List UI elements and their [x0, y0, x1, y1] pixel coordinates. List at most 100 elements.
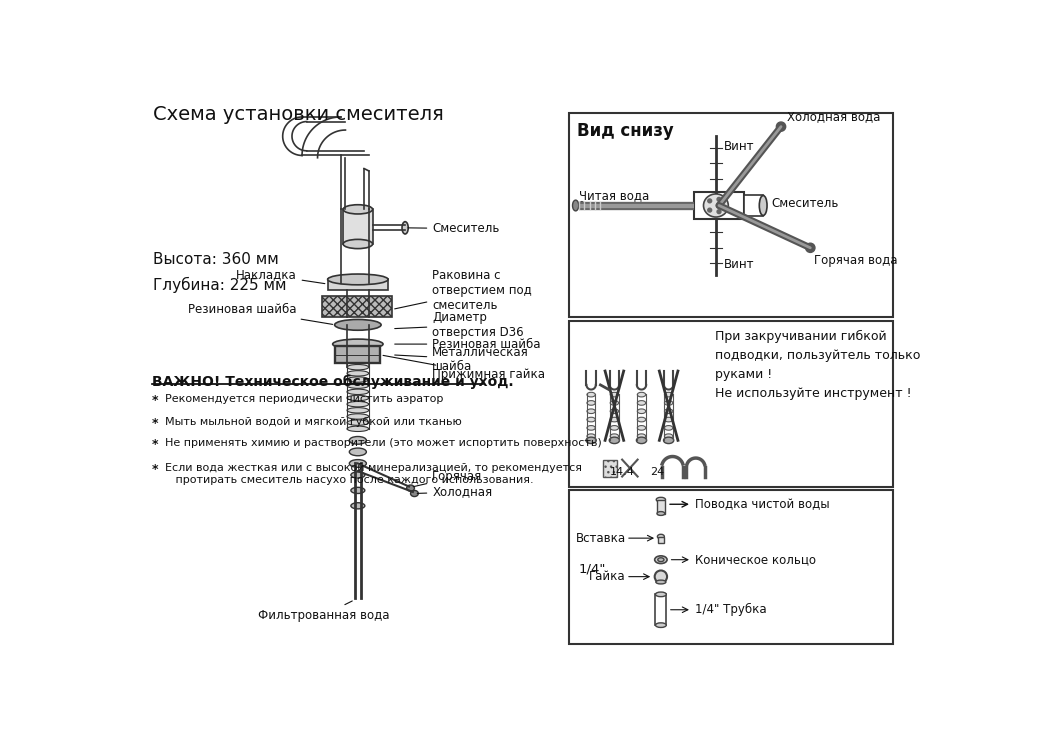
Ellipse shape	[657, 558, 664, 562]
Bar	[570, 490, 893, 644]
Ellipse shape	[610, 392, 619, 397]
Text: Мыть мыльной водой и мягкой губкой или тканью: Мыть мыльной водой и мягкой губкой или т…	[165, 417, 462, 428]
Text: *: *	[152, 417, 162, 430]
Ellipse shape	[703, 194, 728, 217]
Ellipse shape	[347, 426, 369, 431]
Bar	[343, 209, 372, 244]
Text: Металлическая
шайба: Металлическая шайба	[395, 346, 529, 374]
Ellipse shape	[638, 392, 646, 397]
Ellipse shape	[587, 425, 595, 430]
Ellipse shape	[638, 425, 646, 430]
Text: *: *	[152, 438, 162, 451]
Ellipse shape	[657, 512, 665, 515]
Ellipse shape	[638, 400, 646, 405]
Ellipse shape	[347, 383, 369, 388]
Ellipse shape	[610, 425, 619, 430]
Circle shape	[708, 209, 711, 212]
Text: 14.4: 14.4	[609, 466, 634, 476]
Circle shape	[717, 210, 721, 214]
Ellipse shape	[350, 472, 365, 478]
Ellipse shape	[665, 417, 673, 422]
Ellipse shape	[335, 320, 381, 330]
Ellipse shape	[638, 409, 646, 413]
Ellipse shape	[636, 437, 647, 443]
Text: 1/4": 1/4"	[578, 562, 606, 575]
Ellipse shape	[656, 497, 666, 502]
Text: Рекомендуется периодически чистить аэратор: Рекомендуется периодически чистить аэрат…	[165, 394, 443, 404]
Text: Накладка: Накладка	[236, 268, 324, 284]
Ellipse shape	[655, 592, 667, 597]
Ellipse shape	[347, 370, 369, 376]
Ellipse shape	[587, 434, 595, 439]
Text: При закручивании гибкой
подводки, пользуйтель только
руками !
Не используйте инс: При закручивании гибкой подводки, пользу…	[716, 330, 920, 400]
Text: Вид снизу: Вид снизу	[577, 122, 674, 140]
Ellipse shape	[349, 436, 366, 444]
Ellipse shape	[609, 437, 620, 443]
Ellipse shape	[349, 448, 366, 456]
Ellipse shape	[610, 417, 619, 422]
Text: *: *	[152, 464, 162, 476]
Ellipse shape	[343, 239, 372, 248]
Ellipse shape	[573, 200, 578, 211]
Ellipse shape	[343, 205, 372, 214]
Ellipse shape	[347, 376, 369, 382]
Bar	[657, 536, 664, 543]
Text: Фильтрованная вода: Фильтрованная вода	[258, 601, 389, 622]
Ellipse shape	[654, 571, 667, 583]
Text: Поводка чистой воды: Поводка чистой воды	[695, 498, 830, 511]
Bar	[322, 296, 392, 317]
Bar	[744, 196, 763, 215]
Text: Читая вода: Читая вода	[578, 189, 649, 202]
Text: Горячая: Горячая	[413, 470, 483, 487]
Ellipse shape	[333, 339, 383, 349]
Ellipse shape	[610, 434, 619, 439]
Bar	[657, 500, 665, 514]
Circle shape	[717, 197, 721, 201]
Ellipse shape	[587, 400, 595, 405]
Text: Смеситель: Смеситель	[408, 222, 499, 235]
Ellipse shape	[587, 409, 595, 413]
Ellipse shape	[402, 222, 409, 234]
Text: Гайка: Гайка	[590, 570, 626, 584]
Ellipse shape	[349, 460, 366, 467]
Text: Прижимная гайка: Прижимная гайка	[383, 356, 545, 382]
Bar	[328, 280, 388, 290]
Ellipse shape	[586, 437, 596, 443]
Text: Высота: 360 мм
Глубина: 225 мм: Высота: 360 мм Глубина: 225 мм	[153, 252, 287, 293]
Circle shape	[777, 122, 785, 131]
Circle shape	[806, 243, 815, 253]
Ellipse shape	[759, 196, 768, 215]
Ellipse shape	[610, 400, 619, 405]
Ellipse shape	[347, 401, 369, 406]
Circle shape	[708, 199, 711, 202]
Text: Вставка: Вставка	[576, 532, 626, 544]
Text: 1/4" Трубка: 1/4" Трубка	[695, 603, 766, 616]
Text: Холодная вода: Холодная вода	[787, 110, 881, 123]
Ellipse shape	[638, 434, 646, 439]
Text: 24: 24	[650, 466, 665, 476]
Text: Смеситель: Смеситель	[772, 197, 839, 211]
Text: Раковина с
отверстием под
смеситель: Раковина с отверстием под смеситель	[394, 268, 532, 312]
Ellipse shape	[587, 392, 595, 397]
Text: Резиновая шайба: Резиновая шайба	[188, 303, 333, 325]
Ellipse shape	[610, 409, 619, 413]
Bar	[335, 346, 381, 363]
Text: Схема установки смесителя: Схема установки смесителя	[153, 106, 444, 124]
Text: Резиновая шайба: Резиновая шайба	[395, 338, 541, 350]
Ellipse shape	[656, 580, 666, 584]
Ellipse shape	[665, 409, 673, 413]
Text: Холодная: Холодная	[417, 485, 492, 499]
Ellipse shape	[328, 274, 388, 285]
Ellipse shape	[350, 488, 365, 494]
Bar	[603, 460, 617, 476]
Ellipse shape	[655, 622, 667, 628]
Ellipse shape	[657, 534, 665, 539]
Ellipse shape	[665, 425, 673, 430]
Bar	[695, 192, 744, 219]
Ellipse shape	[347, 395, 369, 400]
Ellipse shape	[347, 364, 369, 370]
Ellipse shape	[347, 408, 369, 413]
Text: Винт: Винт	[724, 140, 754, 153]
Ellipse shape	[587, 417, 595, 422]
Ellipse shape	[664, 437, 674, 443]
